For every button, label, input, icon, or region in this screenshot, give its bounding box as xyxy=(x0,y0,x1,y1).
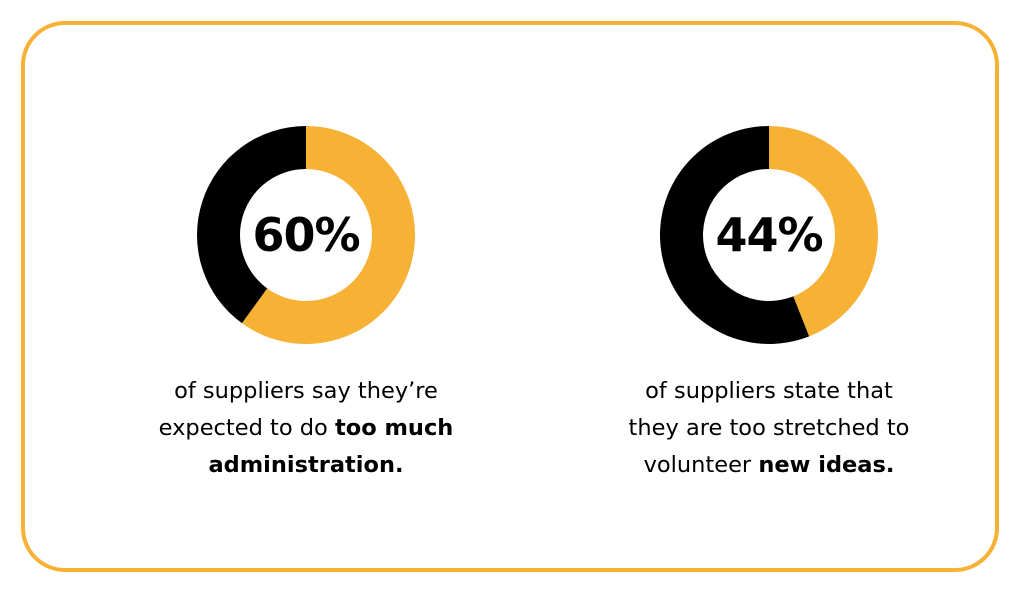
percent-label-admin: 60% xyxy=(252,208,360,262)
donut-segment-admin-rest xyxy=(197,126,306,324)
caption-ideas-highlight: new ideas. xyxy=(758,452,895,478)
donut-segment-ideas-highlight xyxy=(769,126,878,337)
stat-admin: 60% of suppliers say they’re expected to… xyxy=(93,25,513,576)
stat-ideas: 44% of suppliers state that they are too… xyxy=(556,25,976,576)
caption-admin-period: . xyxy=(395,452,404,478)
donut-chart-ideas xyxy=(660,126,878,344)
caption-ideas-line-3: volunteer new ideas. xyxy=(556,447,982,484)
donut-svg-ideas xyxy=(660,126,878,344)
caption-ideas: of suppliers state that they are too str… xyxy=(556,373,982,484)
donut-svg-admin xyxy=(197,126,415,344)
caption-ideas-line-1: of suppliers state that xyxy=(645,378,893,404)
caption-admin-line-2: expected to do too much xyxy=(93,410,519,447)
caption-ideas-line-3-text: volunteer xyxy=(643,452,759,478)
caption-ideas-line-2: they are too stretched to xyxy=(628,415,910,441)
donut-chart-admin xyxy=(197,126,415,344)
percent-label-ideas: 44% xyxy=(715,208,823,262)
caption-admin-line-1: of suppliers say they’re xyxy=(174,378,438,404)
stats-card: 60% of suppliers say they’re expected to… xyxy=(21,21,999,572)
donut-segment-admin-highlight xyxy=(241,126,415,344)
caption-admin: of suppliers say they’re expected to do … xyxy=(93,373,519,484)
caption-admin-line-3: administration. xyxy=(93,447,519,484)
caption-admin-line-2-text: expected to do xyxy=(158,415,335,441)
caption-admin-highlight-1: too much xyxy=(334,415,454,441)
caption-admin-highlight-2: administration xyxy=(208,452,395,478)
donut-segment-ideas-rest xyxy=(660,126,810,344)
